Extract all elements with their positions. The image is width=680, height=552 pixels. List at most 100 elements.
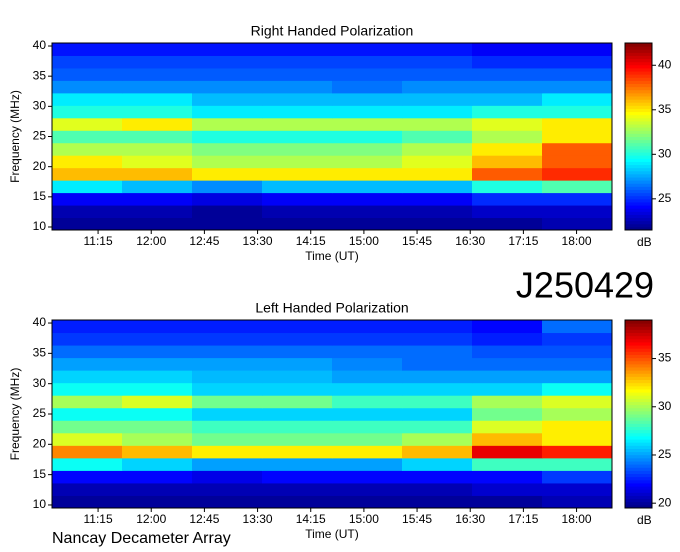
- heatmap-cell: [402, 43, 473, 56]
- heatmap-cell: [52, 482, 123, 496]
- colorbar-step: [625, 86, 652, 91]
- x-tick-label: 14:15: [296, 234, 326, 248]
- heatmap-cell: [402, 105, 473, 119]
- colorbar-step: [625, 348, 652, 352]
- heatmap-cell: [332, 357, 403, 371]
- heatmap-cell: [262, 345, 333, 359]
- heatmap-cell: [192, 357, 263, 371]
- colorbar-step: [625, 108, 652, 113]
- heatmap-cell: [122, 180, 193, 194]
- heatmap-cell: [192, 180, 263, 194]
- x-tick-label: 14:15: [296, 512, 326, 526]
- heatmap-cell: [192, 382, 263, 396]
- colorbar-step: [625, 55, 652, 60]
- heatmap-cell: [262, 457, 333, 471]
- heatmap-cell: [542, 117, 613, 131]
- heatmap-cell: [192, 482, 263, 496]
- colorbar-step: [625, 417, 652, 421]
- x-tick-label: 17:15: [508, 512, 538, 526]
- heatmap-cell: [472, 382, 543, 396]
- heatmap-cell: [542, 382, 613, 396]
- heatmap-cell: [122, 407, 193, 421]
- heatmap-cell: [52, 55, 123, 69]
- heatmap-cell: [332, 370, 403, 384]
- heatmap-cell: [472, 180, 543, 194]
- x-tick-label: 12:45: [189, 234, 219, 248]
- heatmap-cell: [52, 457, 123, 471]
- heatmap-cell: [472, 420, 543, 434]
- heatmap-cell: [472, 370, 543, 384]
- heatmap-cell: [262, 320, 333, 334]
- heatmap-cell: [332, 407, 403, 421]
- heatmap-cell: [402, 117, 473, 131]
- colorbar-step: [625, 429, 652, 434]
- colorbar-step: [625, 223, 652, 228]
- y-tick-label: 30: [33, 376, 47, 390]
- heatmap-cell: [122, 332, 193, 346]
- heatmap-cell: [472, 332, 543, 346]
- heatmap-cell: [542, 420, 613, 434]
- heatmap-cell: [52, 470, 123, 484]
- heatmap-cell: [332, 395, 403, 409]
- heatmap-cell: [542, 395, 613, 409]
- colorbar-step: [625, 111, 652, 116]
- heatmap-cell: [262, 482, 333, 496]
- colorbar-step: [625, 180, 652, 184]
- heatmap-cell: [402, 67, 473, 81]
- heatmap-cell: [332, 332, 403, 346]
- heatmap-cell: [192, 395, 263, 409]
- heatmap-cell: [52, 407, 123, 421]
- colorbar-step: [625, 435, 652, 440]
- colorbar-tick-label: 30: [658, 399, 672, 413]
- heatmap-cell: [402, 217, 473, 231]
- colorbar-step: [625, 382, 652, 387]
- colorbar-step: [625, 105, 652, 109]
- heatmap-cell: [192, 470, 263, 484]
- heatmap-cell: [52, 92, 123, 106]
- heatmap-cell: [122, 55, 193, 69]
- x-tick-label: 12:00: [136, 512, 166, 526]
- heatmap-cell: [402, 130, 473, 144]
- heatmap-cell: [262, 217, 333, 231]
- heatmap-cell: [192, 43, 263, 56]
- colorbar-step: [625, 345, 652, 349]
- heatmap-cell: [192, 167, 263, 181]
- heatmap-cell: [262, 332, 333, 346]
- colorbar-step: [625, 395, 652, 399]
- colorbar-step: [625, 445, 652, 449]
- colorbar-frame: [624, 319, 653, 509]
- heatmap-cell: [122, 130, 193, 144]
- colorbar-step: [625, 67, 652, 72]
- heatmap-cell: [52, 370, 123, 384]
- heatmap-cell: [122, 357, 193, 371]
- colorbar-step: [625, 205, 652, 209]
- heatmap-cell: [52, 43, 123, 56]
- heatmap-cell: [122, 43, 193, 56]
- heatmap-cell: [122, 142, 193, 156]
- heatmap-cell: [332, 155, 403, 169]
- colorbar-label: dB: [637, 235, 652, 249]
- colorbar-step: [625, 338, 652, 343]
- heatmap-cell: [122, 495, 193, 509]
- heatmap-cell: [542, 142, 613, 156]
- y-tick-label: 35: [33, 68, 47, 82]
- heatmap-cell: [332, 382, 403, 396]
- x-tick-label: 12:45: [189, 512, 219, 526]
- y-tick-label: 40: [33, 315, 47, 329]
- colorbar-tick-label: 35: [658, 102, 672, 116]
- heatmap-cell: [52, 320, 123, 334]
- y-axis-label: Frequency (MHz): [8, 368, 22, 461]
- heatmap-cell: [192, 217, 263, 231]
- colorbar-step: [625, 127, 652, 131]
- y-tick-label: 25: [33, 129, 47, 143]
- colorbar-step: [625, 351, 652, 355]
- heatmap-cell: [52, 395, 123, 409]
- colorbar-step: [625, 133, 652, 137]
- colorbar-step: [625, 52, 652, 56]
- heatmap-cell: [332, 55, 403, 69]
- heatmap-cell: [122, 395, 193, 409]
- colorbar-step: [625, 217, 652, 222]
- heatmap-cell: [262, 43, 333, 56]
- colorbar-step: [625, 504, 652, 509]
- heatmap-cell: [122, 420, 193, 434]
